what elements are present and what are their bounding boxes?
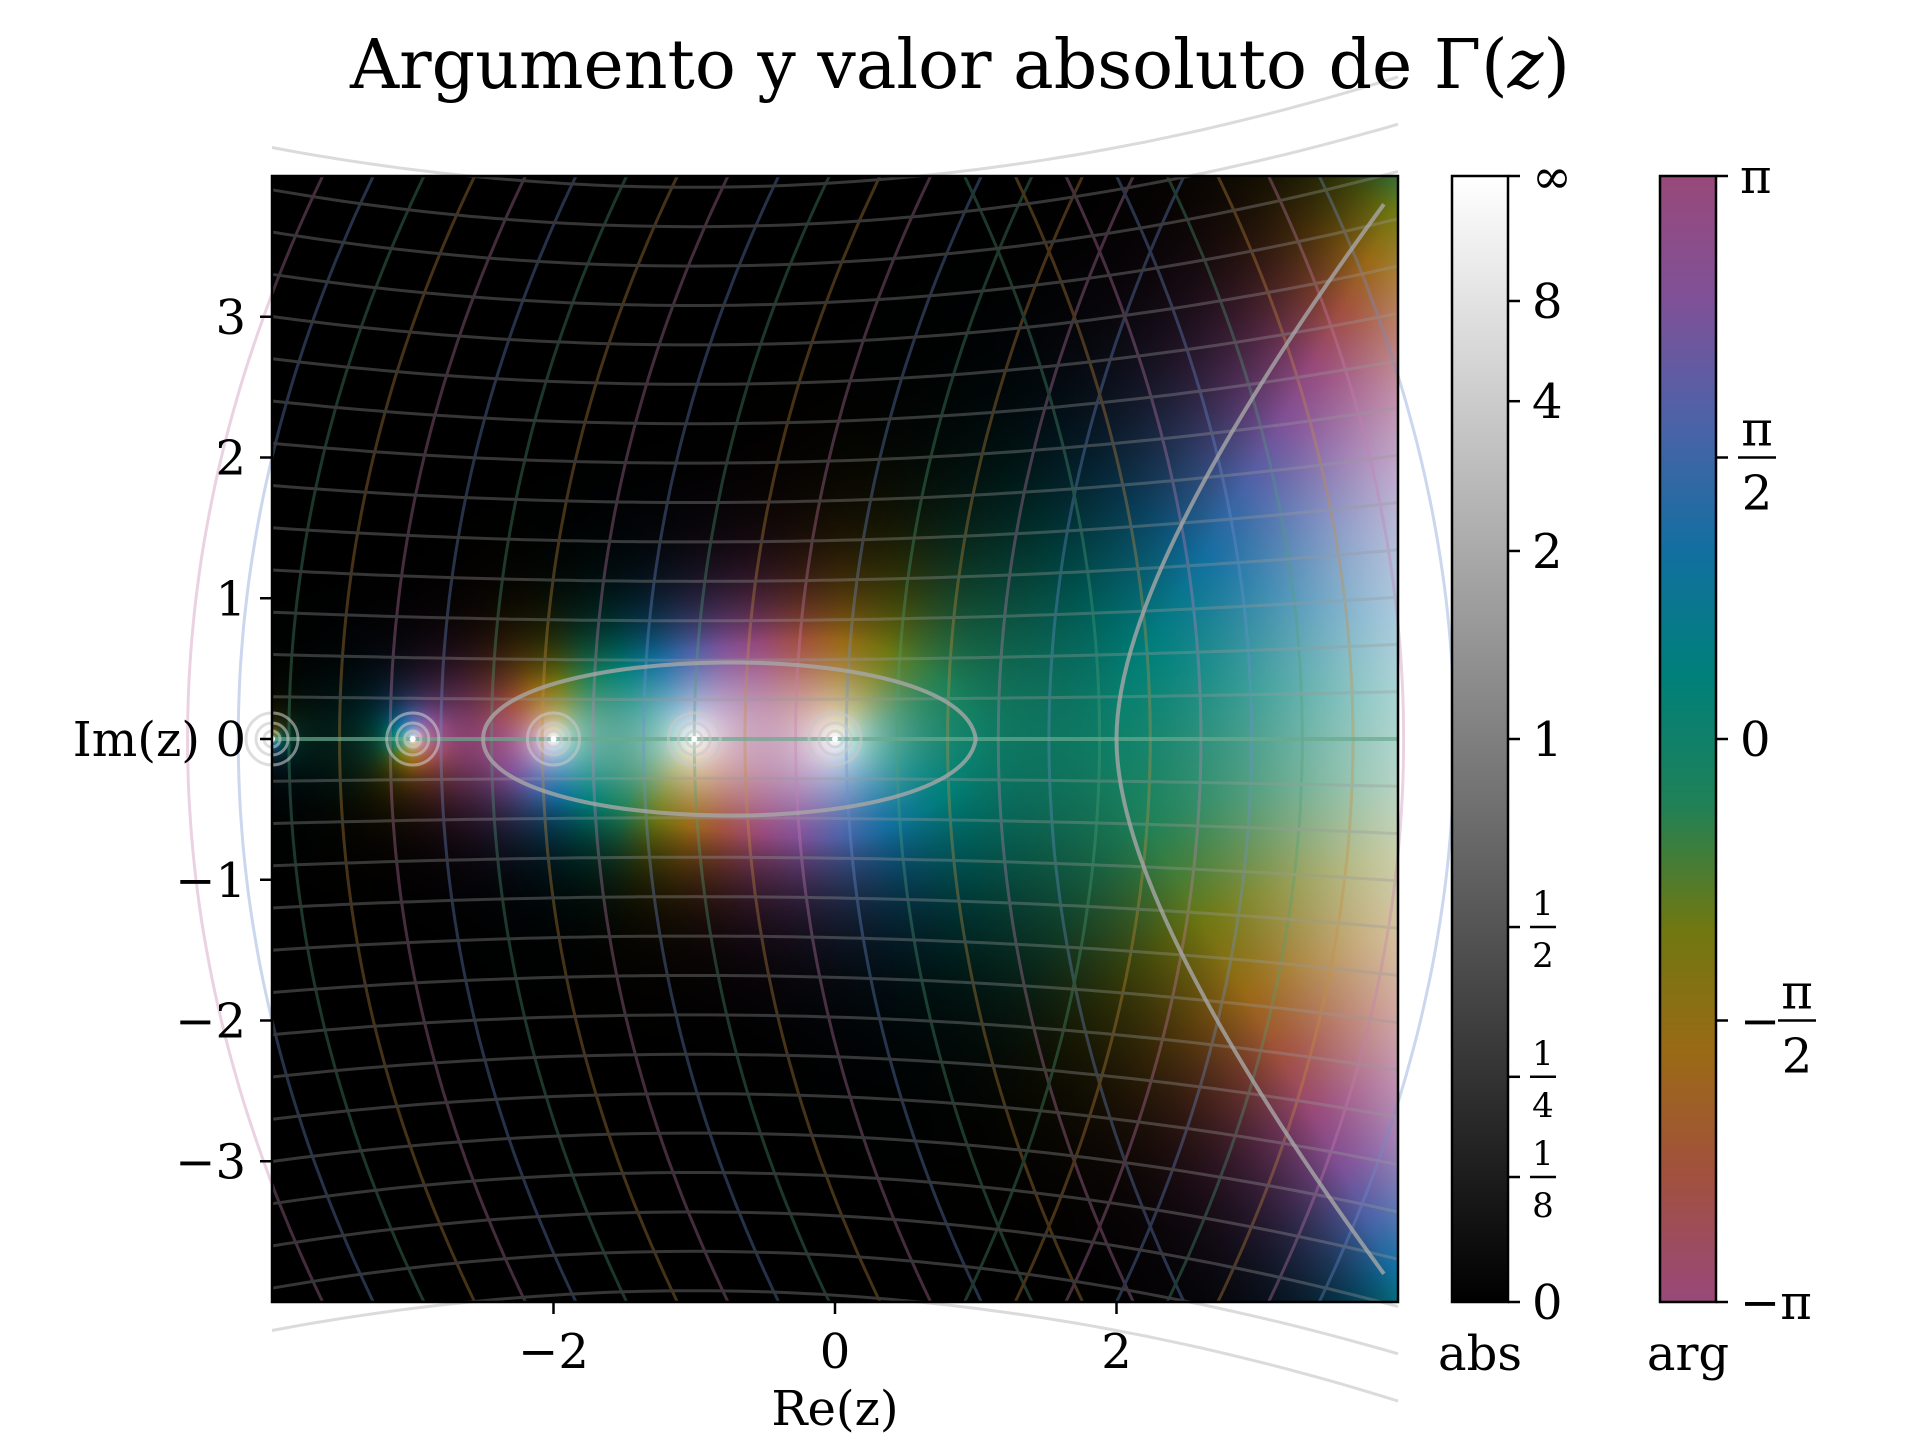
pole-ring [395, 721, 431, 757]
colorbar-abs-label: abs [1438, 1326, 1522, 1382]
contour-line [186, 175, 325, 1303]
contour-line [271, 453, 1399, 504]
colorbar-tick-label: 4 [1532, 1086, 1554, 1126]
colorbar-tick-label: 2 [1532, 936, 1554, 976]
contour-line [271, 359, 1399, 426]
colorbar-tick-label: −π [1740, 1275, 1812, 1331]
pole-ring [807, 711, 863, 767]
contour-line [271, 974, 1399, 1025]
colorbar-tick-label: 1 [1532, 712, 1563, 768]
pole-ring [385, 711, 441, 767]
colorbar-tick-label: 0 [1532, 1275, 1563, 1331]
contour-line [271, 501, 1399, 544]
contour-line [271, 595, 1399, 623]
y-tick-label: 0 [215, 712, 246, 768]
colorbar-tick-label: π [1781, 965, 1813, 1021]
unit-modulus-contour [481, 660, 978, 818]
x-tick-label: 0 [820, 1324, 851, 1380]
contour-line [271, 122, 1399, 229]
contour-line [236, 175, 375, 1303]
colorbar-tick-label: ∞ [1532, 149, 1572, 205]
pole-point [832, 736, 838, 742]
y-tick-label: 1 [215, 571, 246, 627]
x-axis-label: Re(z) [771, 1381, 898, 1437]
contour-line [271, 1210, 1399, 1308]
y-tick-label: −3 [175, 1134, 246, 1190]
contour-line [271, 406, 1399, 465]
y-axis-label: Im(z) [73, 712, 200, 768]
pole-marker [385, 711, 441, 767]
pole-ring [825, 729, 845, 749]
pole-ring [526, 711, 581, 767]
pole-marker [526, 711, 581, 767]
pole-ring [817, 721, 853, 757]
contour-line [271, 1092, 1399, 1167]
colorbar-tick-label: 1 [1532, 1134, 1554, 1174]
contour-line [271, 311, 1399, 386]
colorbar-tick-label: 8 [1532, 274, 1563, 330]
pole-ring [666, 711, 722, 767]
y-tick-label: −1 [175, 853, 246, 909]
colorbar-abs-bar [1450, 174, 1510, 1304]
contour-line [271, 1052, 1399, 1119]
colorbar-tick-label: 2 [1782, 1029, 1813, 1085]
contour-line [271, 217, 1399, 307]
y-tick-label: 2 [215, 431, 246, 487]
pole-ring [676, 721, 712, 757]
colorbar-arg-bar [1658, 174, 1718, 1304]
pole-ring [684, 729, 704, 749]
contour-line [271, 934, 1399, 977]
pole-point [550, 736, 557, 742]
colorbar-arg-label: arg [1647, 1326, 1729, 1382]
colorbar-tick-label: 2 [1742, 466, 1773, 522]
pole-ring [536, 721, 571, 757]
colorbar-tick-label: 8 [1532, 1186, 1554, 1226]
pole-marker [666, 711, 722, 767]
colorbar-tick-label: 0 [1740, 712, 1771, 768]
contour-line [271, 895, 1399, 930]
contour-line [271, 170, 1399, 268]
contour-line [271, 776, 1399, 788]
pole-point [409, 736, 416, 742]
contour-line [271, 1131, 1399, 1214]
chart-title: Argumento y valor absoluto de Γ(z) [350, 26, 1570, 105]
colorbar-tick-label-sign: − [1740, 994, 1780, 1050]
y-tick-label: 3 [215, 290, 246, 346]
contour-line [271, 816, 1399, 836]
contour-line [271, 690, 1399, 702]
x-tick-label: 2 [1101, 1324, 1132, 1380]
colorbar-tick-label: 2 [1532, 524, 1563, 580]
contour-line [271, 548, 1399, 583]
pole-marker [807, 711, 863, 767]
x-tick-label: −2 [518, 1324, 589, 1380]
colorbar-tick-label: 1 [1532, 1034, 1554, 1074]
contour-line [271, 855, 1399, 883]
unit-modulus-contour-right [1114, 202, 1386, 1276]
contour-line [271, 1013, 1399, 1072]
contour-line [1267, 175, 1406, 1303]
y-tick-label: −2 [175, 994, 246, 1050]
contour-line [271, 642, 1399, 662]
contour-line [271, 1171, 1399, 1261]
colorbar-tick-label: 4 [1532, 374, 1563, 430]
contour-line [271, 264, 1399, 347]
colorbar-tick-label: π [1741, 402, 1773, 458]
colorbar-tick-label: π [1740, 149, 1772, 205]
contour-line [271, 1249, 1399, 1356]
colorbar-tick-label: 1 [1532, 884, 1554, 924]
pole-ring [544, 729, 563, 749]
pole-ring [403, 729, 423, 749]
pole-point [691, 736, 698, 742]
